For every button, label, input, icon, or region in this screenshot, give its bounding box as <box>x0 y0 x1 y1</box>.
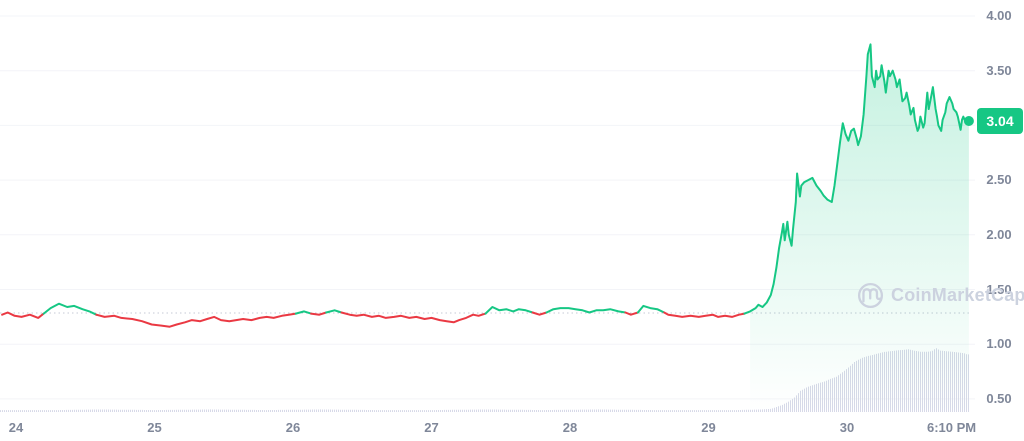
x-axis-label: 27 <box>424 420 439 435</box>
y-axis-label: 2.00 <box>986 226 1012 242</box>
y-axis-label: 1.00 <box>986 336 1012 352</box>
y-axis-label: 3.50 <box>986 62 1012 78</box>
price-line-down-segment <box>1 311 45 319</box>
price-line-up-segment <box>636 304 666 314</box>
x-axis-label: 6:10 PM <box>926 420 977 435</box>
x-axis-label: 26 <box>285 420 301 435</box>
x-axis-label: 25 <box>147 420 162 435</box>
x-axis-label: 29 <box>701 420 716 435</box>
y-axis-label: 1.50 <box>986 281 1012 297</box>
price-line-down-segment <box>310 311 328 316</box>
current-price-dot <box>963 116 974 126</box>
y-axis-label: 2.50 <box>986 172 1012 188</box>
grid-lines <box>0 15 975 400</box>
price-line-down-segment <box>663 311 746 318</box>
price-line-up-segment <box>743 43 970 315</box>
price-line-up-segment <box>325 309 343 314</box>
price-line-up-segment <box>294 310 312 315</box>
price-line-up-segment <box>545 307 627 314</box>
price-line <box>1 43 970 328</box>
area-fill <box>750 44 969 413</box>
price-line-down-segment <box>624 311 639 316</box>
current-price-value: 3.04 <box>986 113 1014 130</box>
price-line-down-segment <box>95 312 297 328</box>
y-axis-label: 4.00 <box>986 8 1012 23</box>
price-line-up-segment <box>484 306 534 315</box>
price-line-down-segment <box>531 311 548 316</box>
x-axis-label: 24 <box>8 420 24 435</box>
price-line-up-segment <box>42 302 98 316</box>
x-axis-label: 30 <box>839 420 855 435</box>
price-line-down-segment <box>340 311 487 324</box>
x-axis-label: 28 <box>562 420 578 435</box>
current-price-badge: 3.04 <box>977 108 1023 135</box>
y-axis-label: 0.50 <box>986 390 1012 406</box>
